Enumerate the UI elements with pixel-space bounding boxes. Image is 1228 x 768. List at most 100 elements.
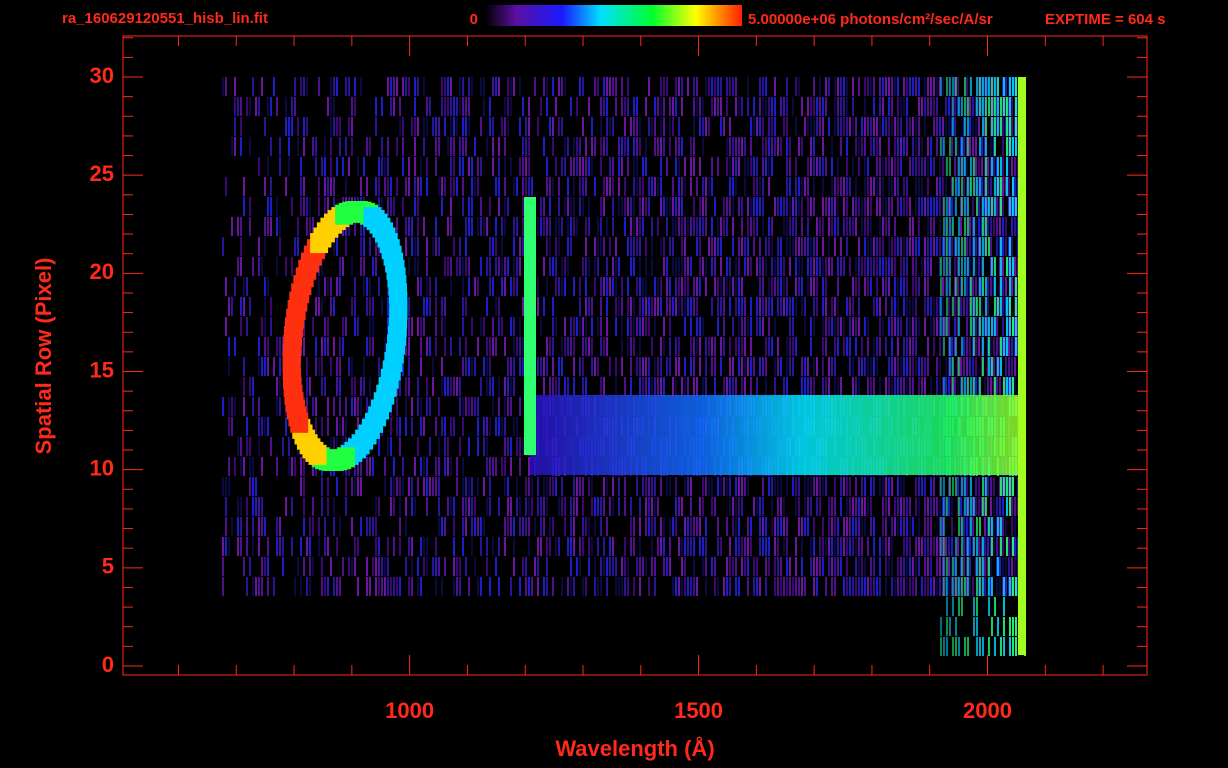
image-noise [964, 117, 966, 136]
image-noise [1012, 197, 1014, 216]
image-noise [1006, 157, 1008, 176]
image-noise [955, 77, 957, 96]
image-noise [976, 97, 978, 116]
image-noise [1012, 77, 1014, 96]
image-noise [961, 97, 963, 116]
image-noise [1012, 257, 1014, 276]
image-noise [949, 257, 951, 276]
image-noise [949, 477, 951, 496]
image-noise [946, 637, 948, 656]
image-noise [979, 97, 981, 116]
image-noise [1009, 497, 1011, 516]
image-noise [982, 97, 984, 116]
x-tick-label: 1500 [674, 698, 723, 723]
image-noise [1015, 337, 1017, 356]
image-noise [970, 497, 972, 516]
image-noise [955, 277, 957, 296]
image-noise [952, 177, 954, 196]
image-noise [1009, 477, 1011, 496]
image-noise [982, 477, 984, 496]
image-ring [388, 317, 407, 338]
image-noise [1009, 617, 1011, 636]
image-noise [982, 117, 984, 136]
image-noise [991, 117, 993, 136]
image-noise [1009, 637, 1011, 656]
image-noise [976, 557, 978, 576]
image-noise [1000, 117, 1002, 136]
image-noise [991, 357, 993, 376]
image-noise [225, 77, 1025, 596]
image-noise [976, 77, 978, 96]
image-noise [1015, 617, 1017, 636]
y-axis-label: Spatial Row (Pixel) [31, 258, 56, 455]
image-noise [961, 517, 963, 536]
image-noise [976, 577, 978, 596]
image-noise [991, 257, 993, 276]
image-noise [973, 257, 975, 276]
image-noise [1012, 377, 1014, 396]
image-noise [964, 77, 966, 96]
image-noise [961, 337, 963, 356]
image-noise [985, 237, 987, 256]
image-noise [976, 297, 978, 316]
image-noise [991, 77, 993, 96]
image-noise [967, 377, 969, 396]
image-noise [982, 217, 984, 236]
image-noise [961, 257, 963, 276]
image-noise [949, 277, 951, 296]
colorbar-max: 5.00000e+06 photons/cm²/sec/A/sr [748, 11, 993, 28]
y-tick-label: 15 [90, 357, 114, 382]
image-noise [970, 277, 972, 296]
y-tick-label: 30 [90, 63, 114, 88]
image-line [524, 197, 536, 455]
image-noise [976, 617, 978, 636]
image-noise [967, 117, 969, 136]
exptime: EXPTIME = 604 s [1045, 11, 1165, 28]
image-noise [964, 377, 966, 396]
image-noise [940, 297, 942, 316]
title: ra_160629120551_hisb_lin.fit [62, 10, 268, 27]
image-noise [1003, 337, 1005, 356]
image-noise [946, 257, 948, 276]
image-noise [982, 497, 984, 516]
image-noise [979, 177, 981, 196]
image-noise [982, 237, 984, 256]
image-noise [973, 337, 975, 356]
image-noise [946, 617, 948, 636]
image-noise [961, 137, 963, 156]
image-noise [952, 297, 954, 316]
image-noise [961, 237, 963, 256]
image-noise [1012, 317, 1014, 336]
image-noise [964, 277, 966, 296]
image-noise [964, 197, 966, 216]
image-noise [955, 557, 957, 576]
image-noise [946, 77, 948, 96]
image-noise [958, 637, 960, 656]
image-noise [955, 577, 957, 596]
image-noise [982, 77, 984, 96]
image-noise [982, 277, 984, 296]
image-noise [979, 277, 981, 296]
image-noise [1006, 537, 1008, 556]
image-noise [967, 537, 969, 556]
image-noise [1003, 97, 1005, 116]
image-noise [979, 237, 981, 256]
image-noise [994, 277, 996, 296]
image-noise [1003, 77, 1005, 96]
image-noise [982, 197, 984, 216]
image-noise [949, 197, 951, 216]
image-noise [955, 537, 957, 556]
image-noise [976, 517, 978, 536]
image-noise [964, 217, 966, 236]
y-tick-label: 20 [90, 259, 114, 284]
image-noise [1003, 377, 1005, 396]
image-noise [994, 177, 996, 196]
image-noise [958, 157, 960, 176]
image-noise [940, 637, 942, 656]
image-noise [946, 237, 948, 256]
image-noise [988, 197, 990, 216]
image-noise [985, 97, 987, 116]
image-noise [1012, 537, 1014, 556]
image-noise [982, 537, 984, 556]
image-noise [1015, 277, 1017, 296]
